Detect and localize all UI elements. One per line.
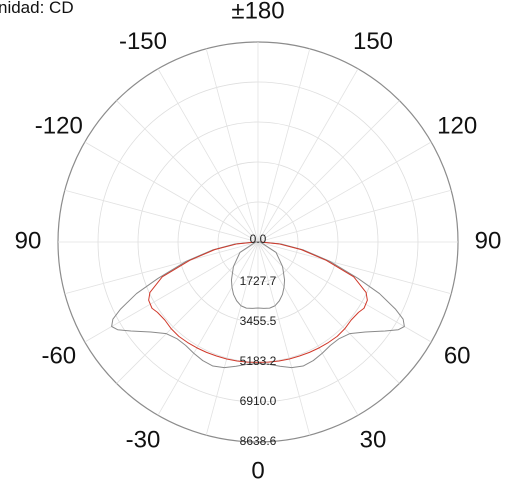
angle-tick-label: 0 bbox=[251, 457, 264, 484]
grid-spoke bbox=[257, 100, 400, 243]
grid-spoke bbox=[257, 241, 452, 295]
series-curve-3 bbox=[230, 241, 286, 309]
angle-tick-label: -30 bbox=[126, 427, 161, 454]
grid-spoke bbox=[257, 241, 400, 384]
polar-grid bbox=[57, 41, 459, 443]
grid-spoke bbox=[257, 241, 359, 416]
angle-tick-label: ±180 bbox=[231, 0, 284, 24]
radial-tick-label: 6910.0 bbox=[240, 394, 277, 408]
angle-tick-label: 90 bbox=[475, 227, 502, 254]
radial-tick-label: 5183.2 bbox=[240, 354, 277, 368]
grid-spoke bbox=[84, 141, 259, 243]
series-curve-2 bbox=[148, 241, 368, 363]
grid-spoke bbox=[257, 68, 359, 243]
radial-tick-label: 0.0 bbox=[250, 232, 267, 246]
grid-spoke bbox=[116, 100, 259, 243]
grid-spoke bbox=[64, 241, 259, 295]
grid-spoke bbox=[157, 241, 259, 416]
grid-spoke bbox=[157, 68, 259, 243]
grid-spoke bbox=[205, 241, 259, 436]
angle-tick-label: 90 bbox=[15, 227, 42, 254]
grid-spoke bbox=[257, 189, 452, 243]
angle-tick-label: 150 bbox=[353, 28, 393, 55]
angle-tick-labels: ±180 -150 150 -120 120 90 90 -60 60 -30 30 0 bbox=[15, 0, 502, 484]
radial-tick-labels: 0.0 1727.7 3455.5 5183.2 6910.0 8638.6 bbox=[240, 232, 277, 448]
grid-spoke bbox=[64, 189, 259, 243]
angle-tick-label: 30 bbox=[360, 427, 387, 454]
grid-spoke bbox=[116, 241, 259, 384]
angle-tick-label: -150 bbox=[119, 28, 167, 55]
unit-label: nidad: CD bbox=[0, 0, 74, 17]
grid-spoke bbox=[257, 48, 311, 243]
angle-tick-label: -60 bbox=[41, 342, 76, 369]
radial-tick-label: 8638.6 bbox=[240, 434, 277, 448]
angle-tick-label: 60 bbox=[444, 342, 471, 369]
grid-spoke bbox=[257, 241, 432, 343]
series-curve-1 bbox=[111, 241, 405, 369]
series-layer bbox=[111, 241, 405, 369]
radial-tick-label: 1727.7 bbox=[240, 274, 277, 288]
angle-tick-label: -120 bbox=[35, 112, 83, 139]
grid-spoke bbox=[257, 241, 311, 436]
grid-spoke bbox=[257, 141, 432, 243]
radial-tick-label: 3455.5 bbox=[240, 314, 277, 328]
grid-spoke bbox=[84, 241, 259, 343]
angle-tick-label: 120 bbox=[437, 112, 477, 139]
grid-spoke bbox=[205, 48, 259, 243]
